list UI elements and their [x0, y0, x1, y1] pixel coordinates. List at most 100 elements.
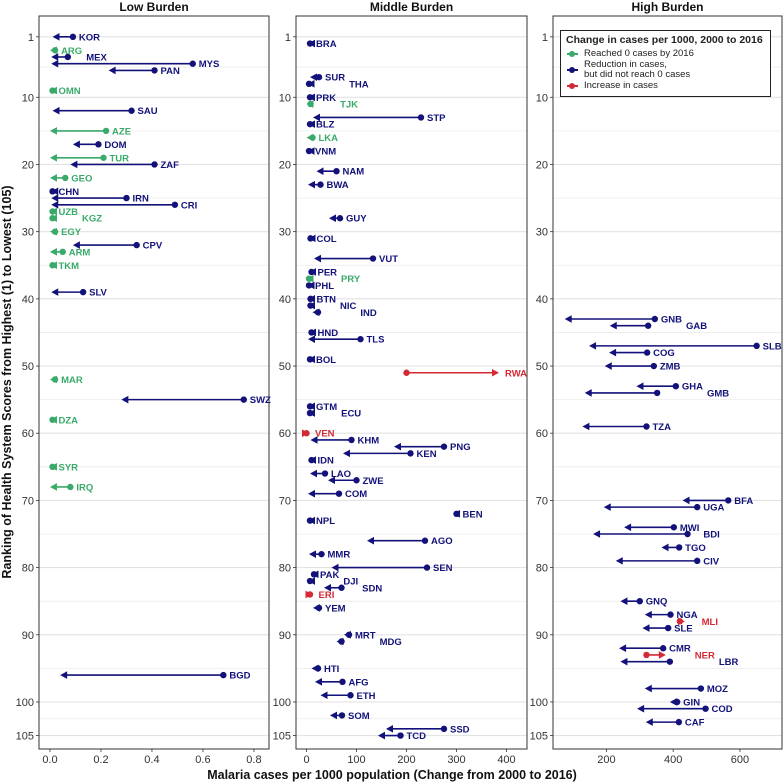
country-label: NPL — [316, 516, 335, 527]
arrow-head-CPV — [72, 241, 80, 249]
country-label: VUT — [379, 254, 398, 265]
y-tick-label: 50 — [22, 361, 34, 373]
start-dot-TLS — [357, 335, 364, 343]
start-dot-PER — [308, 268, 315, 276]
country-label: BDI — [703, 530, 719, 541]
y-tick-label: 20 — [536, 159, 548, 171]
legend-label: Increase in cases — [584, 80, 658, 91]
legend-item-increase: Increase in cases — [566, 81, 765, 91]
arrow-head-COD — [637, 704, 645, 713]
red-arrow-icon — [566, 81, 580, 91]
arrow-head-AFG — [315, 678, 322, 686]
country-label: RWA — [505, 368, 527, 379]
y-tick-label: 30 — [22, 227, 34, 239]
country-label: LAO — [331, 469, 351, 480]
country-label: BTN — [317, 294, 337, 305]
start-dot-SDN — [338, 584, 345, 591]
arrow-head-KOR — [52, 33, 60, 41]
country-label: OMN — [59, 86, 81, 97]
start-dot-KEN — [407, 450, 414, 457]
country-label: EGY — [61, 227, 82, 238]
arrow-head-DOM — [72, 140, 80, 149]
y-tick-label: 100 — [16, 697, 34, 709]
start-dot-LBR — [666, 658, 674, 665]
legend-label: Reached 0 cases by 2016 — [584, 48, 694, 59]
arrow-head-KEN — [343, 449, 350, 458]
y-tick-label: 105 — [16, 731, 34, 743]
y-tick-label: 80 — [22, 563, 34, 575]
country-label: KEN — [417, 449, 437, 460]
arrow-head-BDI — [593, 530, 601, 538]
country-label: TKM — [59, 261, 80, 272]
arrow-head-STP — [313, 113, 320, 122]
start-dot-CIV — [694, 557, 701, 565]
country-label: NER — [695, 650, 715, 661]
country-label: KOR — [79, 32, 100, 43]
y-tick-label: 70 — [22, 495, 34, 507]
x-tick-label: 300 — [447, 754, 465, 766]
country-label: COL — [317, 234, 337, 245]
start-dot-DZA — [49, 416, 56, 423]
country-label: SAU — [138, 106, 158, 117]
start-dot-BWA — [317, 181, 324, 188]
start-dot-UZB — [49, 208, 56, 215]
country-label: BFA — [734, 496, 753, 507]
start-dot-LAO — [321, 470, 329, 477]
arrow-head-MOZ — [644, 684, 652, 693]
country-label: TUR — [110, 153, 130, 164]
country-label: NGA — [677, 610, 698, 621]
country-label: IND — [360, 308, 377, 319]
start-dot-HND — [308, 329, 315, 336]
country-label: ECU — [341, 409, 361, 420]
country-label: PER — [318, 267, 338, 278]
start-dot-SSD — [440, 725, 448, 733]
arrow-head-ETH — [320, 691, 328, 700]
start-dot-MAR — [51, 376, 59, 383]
country-label: MWI — [680, 523, 700, 534]
country-label: CAF — [685, 718, 705, 729]
country-label: IRQ — [76, 482, 93, 493]
arrow-head-COG — [609, 348, 617, 357]
panel-border — [552, 15, 783, 750]
start-dot-PAK — [310, 571, 318, 578]
country-label: ZWE — [363, 476, 384, 487]
arrow-head-NGA — [644, 610, 652, 619]
start-dot-GHA — [672, 382, 680, 390]
start-dot-BEN — [453, 510, 460, 518]
start-dot-KOR — [69, 33, 77, 41]
start-dot-NIC — [307, 302, 314, 309]
start-dot-MMR — [318, 550, 325, 558]
country-label: MMR — [328, 550, 351, 561]
start-dot-HTI — [314, 665, 322, 672]
country-label: GEO — [71, 173, 92, 184]
country-label: PAK — [320, 570, 339, 581]
x-tick-label: 100 — [347, 754, 365, 766]
start-dot-ECU — [306, 409, 314, 417]
arrow-head-SLV — [51, 288, 59, 296]
start-dot-PAN — [151, 67, 158, 74]
start-dot-UGA — [694, 503, 701, 511]
start-dot-COM — [335, 490, 343, 497]
start-dot-KHM — [348, 436, 355, 444]
y-tick-label: 50 — [536, 361, 548, 373]
y-tick-label: 90 — [279, 630, 291, 642]
start-dot-IND — [314, 309, 322, 316]
country-label: MOZ — [707, 684, 728, 695]
start-dot-MYS — [189, 60, 196, 67]
start-dot-ARM — [59, 248, 66, 256]
country-label: SWZ — [250, 395, 271, 406]
y-axis-title: Ranking of Health System Scores from Hig… — [0, 185, 14, 578]
arrow-head-LBR — [620, 657, 628, 666]
arrow-head-BWA — [308, 180, 315, 189]
arrow-head-SLE — [642, 624, 650, 632]
start-dot-CMR — [659, 645, 667, 652]
y-tick-label: 100 — [273, 697, 291, 709]
arrow-head-KHM — [310, 436, 318, 444]
arrow-head-IRN — [51, 194, 59, 202]
y-tick-label: 30 — [279, 227, 291, 239]
start-dot-RWA — [403, 369, 410, 376]
y-tick-label: 1 — [285, 32, 291, 44]
y-tick-label: 100 — [530, 697, 548, 709]
start-dot-BFA — [725, 497, 732, 504]
start-dot-AZE — [102, 127, 110, 135]
